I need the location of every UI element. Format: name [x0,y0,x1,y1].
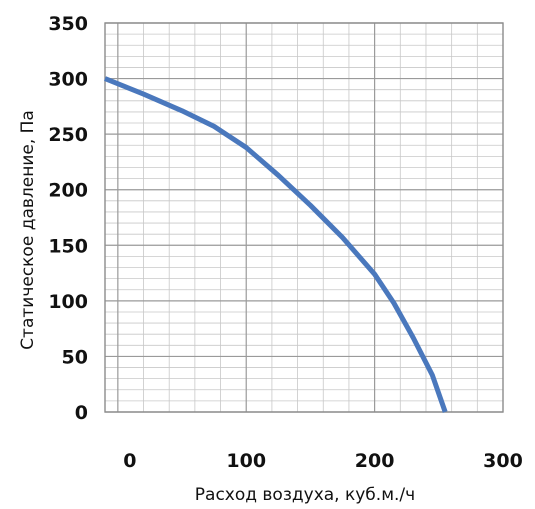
y-tick-label: 350 [48,13,88,35]
y-tick-label: 0 [75,402,88,424]
plot-frame [104,22,504,413]
y-tick-label: 300 [48,69,88,91]
x-tick-label: 200 [355,450,395,472]
y-tick-label: 150 [48,235,88,257]
y-axis-label: Статическое давление, Па [18,110,38,350]
grid [105,22,503,413]
y-tick-label: 250 [48,124,88,146]
y-tick-labels: 0 50 100 150 200 250 300 350 [48,13,88,424]
x-tick-labels: 0 100 200 300 [123,450,523,472]
x-tick-label: 100 [226,450,266,472]
x-axis-label: Расход воздуха, куб.м./ч [195,485,415,505]
y-tick-label: 100 [48,291,88,313]
x-tick-label: 300 [483,450,523,472]
series-line-0 [104,76,448,413]
series-layer [104,76,448,413]
y-tick-label: 50 [62,346,88,368]
x-tick-label: 0 [123,450,136,472]
y-tick-label: 200 [48,180,88,202]
